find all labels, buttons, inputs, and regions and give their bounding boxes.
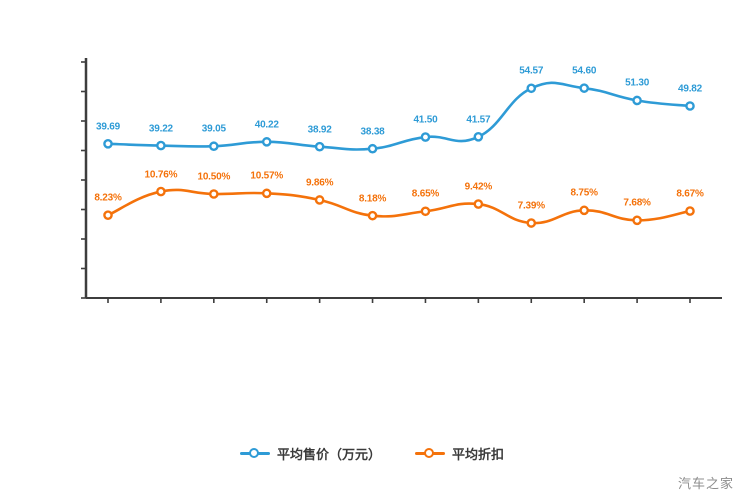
- legend-item-price[interactable]: 平均售价（万元）: [239, 444, 381, 463]
- data-label: 8.18%: [358, 193, 387, 205]
- data-label: 7.68%: [623, 197, 651, 209]
- data-label: 38.92: [307, 124, 332, 136]
- legend-label-price: 平均售价（万元）: [276, 446, 381, 462]
- data-label: 9.86%: [305, 177, 334, 189]
- data-label: 41.57: [466, 114, 491, 126]
- data-label: 39.05: [201, 123, 226, 135]
- data-label: 10.57%: [250, 170, 284, 182]
- data-label: 51.30: [625, 77, 650, 89]
- data-label: 8.75%: [570, 187, 598, 199]
- legend-label-share: 平均折扣: [452, 446, 505, 462]
- data-label: 39.69: [95, 121, 121, 133]
- data-label: 10.50%: [197, 171, 231, 183]
- data-label: 8.65%: [411, 188, 440, 200]
- data-label: 40.22: [254, 119, 279, 131]
- data-label: 39.22: [148, 123, 173, 135]
- data-label: 9.42%: [464, 181, 493, 193]
- chart-legend: 平均售价（万元） 平均折扣: [0, 438, 744, 468]
- axes-group: [81, 58, 722, 303]
- plot-area: 39.69 39.22 39.05 40.22 38.92 38.38 41.50 41.57…: [81, 58, 722, 303]
- series-group: [103, 81, 695, 228]
- data-label: 8.23%: [94, 192, 122, 204]
- data-label: 49.82: [677, 83, 703, 95]
- data-label: 10.76%: [144, 169, 178, 181]
- legend-item-share[interactable]: 平均折扣: [415, 444, 504, 463]
- data-label: 54.60: [572, 65, 597, 77]
- data-label: 41.50: [413, 114, 438, 126]
- line-chart-svg: [81, 58, 722, 303]
- legend-marker-share-icon: [415, 446, 445, 460]
- data-label: 7.39%: [517, 200, 546, 212]
- watermark: 汽车之家: [677, 476, 734, 491]
- legend-marker-price-icon: [239, 446, 270, 460]
- data-label: 8.67%: [676, 188, 704, 200]
- data-label: 54.57: [519, 65, 544, 77]
- data-label: 38.38: [360, 126, 385, 138]
